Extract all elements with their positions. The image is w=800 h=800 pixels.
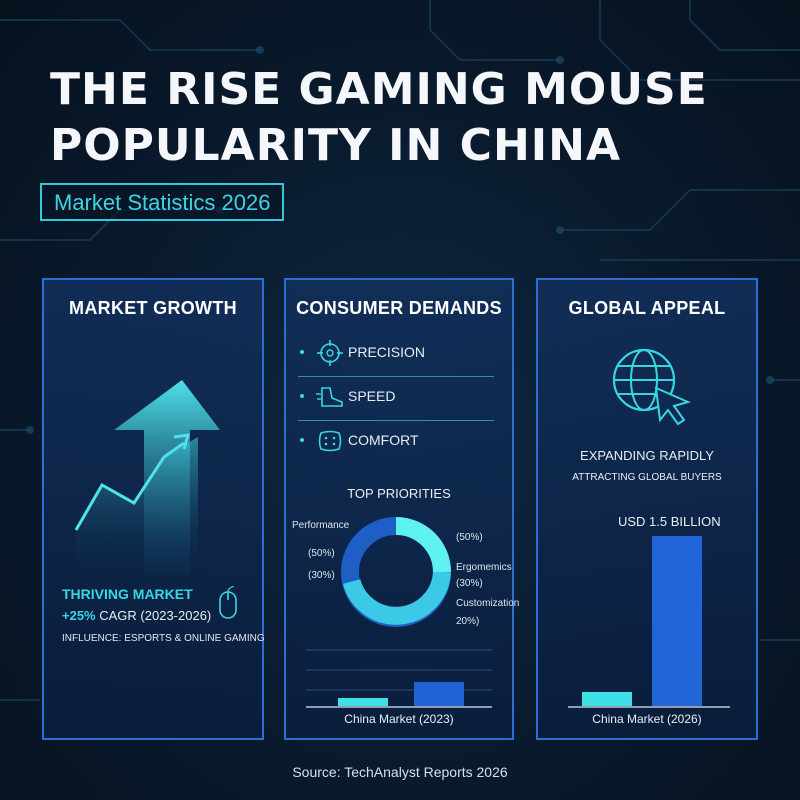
market-2023-bar-chart bbox=[306, 649, 492, 708]
label-performance-pct-a: (50%) bbox=[308, 548, 335, 559]
source-footnote: Source: TechAnalyst Reports 2026 bbox=[292, 764, 508, 780]
attracting-buyers-label: ATTRACTING GLOBAL BUYERS bbox=[572, 472, 722, 483]
consumer-demands-panel: CONSUMER DEMANDS PRECISION SPEED bbox=[284, 278, 519, 740]
cagr-value: +25% bbox=[62, 608, 96, 623]
market-growth-panel: MARKET GROWTH THRIVING MARKET +25% CAGR … bbox=[42, 278, 265, 740]
label-right-top-pct: (50%) bbox=[456, 532, 483, 543]
divider bbox=[298, 376, 494, 377]
global-appeal-panel: GLOBAL APPEAL EXPANDING RAPIDLY ATTRACTI… bbox=[536, 278, 758, 740]
china-market-2026-label: China Market (2026) bbox=[592, 712, 702, 726]
demand-item-comfort: COMFORT bbox=[298, 422, 494, 466]
label-customization-pct: 20%) bbox=[456, 616, 480, 627]
label-ergonomics-pct: (30%) bbox=[456, 578, 483, 589]
priorities-donut-chart bbox=[341, 517, 451, 627]
demand-item-precision: PRECISION bbox=[298, 334, 494, 378]
cushion-icon bbox=[318, 430, 342, 452]
bar-small bbox=[338, 698, 388, 706]
mouse-icon bbox=[219, 586, 237, 619]
subtitle-badge: Market Statistics 2026 bbox=[40, 183, 285, 221]
influence-text: INFLUENCE: ESPORTS & ONLINE GAMING bbox=[62, 633, 265, 644]
market-growth-title: MARKET GROWTH bbox=[69, 298, 237, 318]
label-performance: Performance bbox=[292, 520, 350, 531]
cagr-line: +25% CAGR (2023-2026) bbox=[62, 608, 211, 623]
thriving-market-label: THRIVING MARKET bbox=[62, 586, 193, 602]
top-priorities-title: TOP PRIORITIES bbox=[347, 486, 451, 501]
page-title: THE RISE GAMING MOUSE POPULARITY IN CHIN… bbox=[50, 62, 770, 174]
bar-tall bbox=[652, 536, 702, 706]
label-performance-pct-b: (30%) bbox=[308, 570, 335, 581]
crosshair-icon bbox=[317, 340, 343, 366]
title-line-1: THE RISE GAMING MOUSE bbox=[50, 64, 708, 115]
expanding-rapidly-label: EXPANDING RAPIDLY bbox=[580, 448, 714, 463]
market-2026-bar-chart bbox=[568, 536, 730, 708]
global-appeal-title: GLOBAL APPEAL bbox=[568, 298, 726, 318]
divider bbox=[298, 420, 494, 421]
bar-value-label: USD 1.5 BILLION bbox=[618, 514, 721, 529]
globe-cursor-icon bbox=[612, 348, 691, 426]
demand-item-speed: SPEED bbox=[298, 378, 494, 422]
label-customization: Customization bbox=[456, 598, 520, 609]
demand-label-comfort: COMFORT bbox=[348, 432, 419, 448]
bar-large bbox=[414, 682, 464, 706]
bar-small bbox=[582, 692, 632, 706]
label-ergonomics: Ergomemics bbox=[456, 562, 512, 573]
china-market-2023-label: China Market (2023) bbox=[344, 712, 454, 726]
growth-arrow-icon bbox=[74, 380, 220, 575]
consumer-demands-title: CONSUMER DEMANDS bbox=[296, 298, 502, 318]
title-line-2: POPULARITY IN CHINA bbox=[50, 120, 622, 171]
demand-label-speed: SPEED bbox=[348, 388, 396, 404]
cagr-text: CAGR (2023-2026) bbox=[99, 608, 212, 623]
speed-shoe-icon bbox=[316, 387, 343, 407]
demand-label-precision: PRECISION bbox=[348, 344, 426, 360]
